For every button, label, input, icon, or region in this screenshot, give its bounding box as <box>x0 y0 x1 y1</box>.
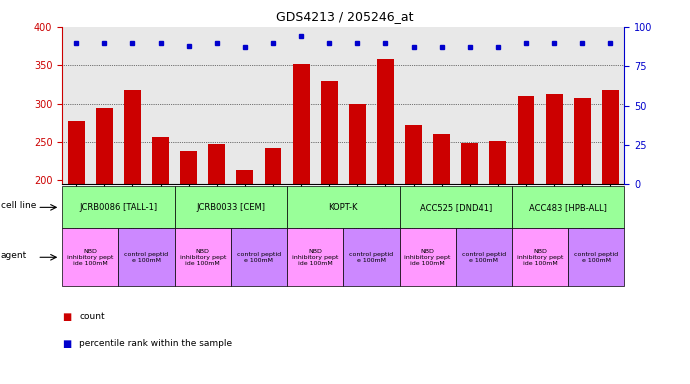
Bar <box>489 141 506 184</box>
Text: JCRB0033 [CEM]: JCRB0033 [CEM] <box>197 203 265 212</box>
Bar <box>293 64 310 184</box>
Text: control peptid
e 100mM: control peptid e 100mM <box>124 252 168 263</box>
Text: NBD
inhibitory pept
ide 100mM: NBD inhibitory pept ide 100mM <box>67 248 113 266</box>
Bar <box>96 108 112 184</box>
Text: NBD
inhibitory pept
ide 100mM: NBD inhibitory pept ide 100mM <box>292 248 338 266</box>
Bar <box>546 94 562 184</box>
Text: NBD
inhibitory pept
ide 100mM: NBD inhibitory pept ide 100mM <box>404 248 451 266</box>
Text: ■: ■ <box>62 339 71 349</box>
Bar <box>237 170 253 184</box>
Bar <box>574 98 591 184</box>
Bar <box>208 144 225 184</box>
Text: ■: ■ <box>62 312 71 322</box>
Text: count: count <box>79 312 105 321</box>
Text: ACC525 [DND41]: ACC525 [DND41] <box>420 203 492 212</box>
Bar <box>124 90 141 184</box>
Bar <box>602 90 619 184</box>
Text: NBD
inhibitory pept
ide 100mM: NBD inhibitory pept ide 100mM <box>517 248 563 266</box>
Bar <box>264 148 282 184</box>
Bar <box>68 121 85 184</box>
Text: NBD
inhibitory pept
ide 100mM: NBD inhibitory pept ide 100mM <box>179 248 226 266</box>
Text: percentile rank within the sample: percentile rank within the sample <box>79 339 233 348</box>
Bar <box>377 59 394 184</box>
Text: GDS4213 / 205246_at: GDS4213 / 205246_at <box>276 10 414 23</box>
Text: control peptid
e 100mM: control peptid e 100mM <box>574 252 618 263</box>
Text: agent: agent <box>1 251 27 260</box>
Bar <box>321 81 337 184</box>
Text: JCRB0086 [TALL-1]: JCRB0086 [TALL-1] <box>79 203 157 212</box>
Text: control peptid
e 100mM: control peptid e 100mM <box>349 252 393 263</box>
Bar <box>405 125 422 184</box>
Text: control peptid
e 100mM: control peptid e 100mM <box>462 252 506 263</box>
Bar <box>518 96 535 184</box>
Text: ACC483 [HPB-ALL]: ACC483 [HPB-ALL] <box>529 203 607 212</box>
Bar <box>152 137 169 184</box>
Bar <box>433 134 450 184</box>
Bar <box>349 104 366 184</box>
Text: KOPT-K: KOPT-K <box>328 203 358 212</box>
Text: control peptid
e 100mM: control peptid e 100mM <box>237 252 281 263</box>
Bar <box>462 143 478 184</box>
Text: cell line: cell line <box>1 201 36 210</box>
Bar <box>180 151 197 184</box>
